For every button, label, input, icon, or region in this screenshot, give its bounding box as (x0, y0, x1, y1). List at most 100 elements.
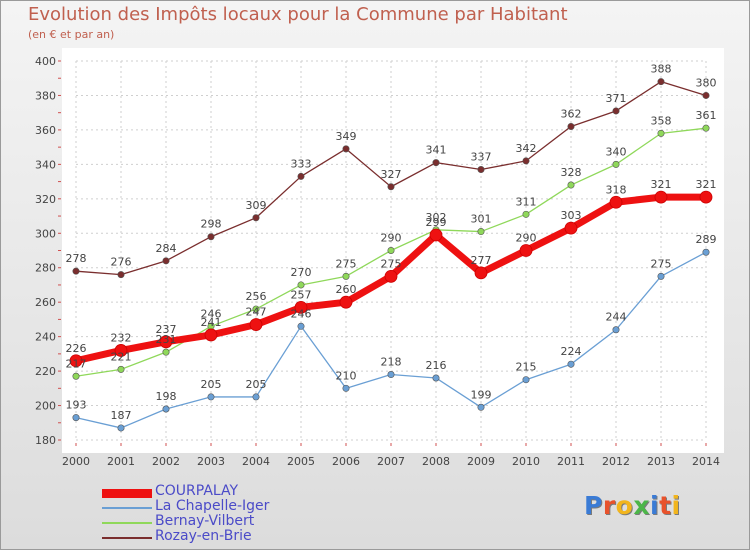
y-tick-label: 320 (35, 193, 56, 206)
data-point-la-chapelle-iger (522, 376, 530, 384)
data-point-rozay-en-brie (342, 145, 350, 153)
data-point-la-chapelle-iger (117, 424, 125, 432)
data-point-la-chapelle-iger (477, 403, 485, 411)
x-tick-label: 2009 (467, 455, 495, 468)
data-point-bernay-vilbert (342, 272, 350, 280)
data-label-rozay-en-brie: 309 (246, 199, 267, 212)
legend-swatch (102, 537, 152, 539)
data-label-courpalay: 232 (111, 331, 132, 344)
data-label-bernay-vilbert: 231 (156, 333, 177, 346)
data-label-la-chapelle-iger: 224 (561, 345, 582, 358)
data-point-rozay-en-brie (657, 78, 665, 86)
data-label-bernay-vilbert: 358 (651, 114, 672, 127)
data-point-la-chapelle-iger (432, 374, 440, 382)
data-label-bernay-vilbert: 221 (111, 350, 132, 363)
x-tick-label: 2014 (692, 455, 720, 468)
data-point-bernay-vilbert (657, 129, 665, 137)
data-point-la-chapelle-iger (657, 272, 665, 280)
data-point-courpalay (564, 221, 578, 235)
x-tick-label: 2007 (377, 455, 405, 468)
y-tick-label: 360 (35, 124, 56, 137)
x-tick-label: 2004 (242, 455, 270, 468)
data-label-bernay-vilbert: 275 (336, 257, 357, 270)
data-point-courpalay (249, 318, 263, 331)
data-point-bernay-vilbert (162, 348, 170, 356)
data-point-rozay-en-brie (207, 233, 215, 241)
data-point-courpalay (429, 228, 443, 242)
y-tick-label: 200 (35, 400, 56, 413)
data-label-bernay-vilbert: 302 (426, 211, 447, 224)
data-label-courpalay: 318 (606, 183, 627, 196)
x-tick-label: 2006 (332, 455, 360, 468)
logo-letter: r (602, 491, 616, 520)
x-tick-label: 2012 (602, 455, 630, 468)
data-label-rozay-en-brie: 371 (606, 92, 627, 105)
data-point-courpalay (159, 335, 173, 349)
data-point-rozay-en-brie (117, 271, 125, 279)
data-label-bernay-vilbert: 361 (696, 109, 717, 122)
data-label-courpalay: 241 (201, 316, 222, 329)
chart-title: Evolution des Impôts locaux pour la Comm… (28, 4, 568, 25)
data-label-la-chapelle-iger: 205 (246, 378, 267, 391)
y-tick-label: 380 (35, 89, 56, 102)
x-tick-label: 2013 (647, 455, 675, 468)
x-tick-label: 2008 (422, 455, 450, 468)
chart-subtitle: (en € et par an) (28, 28, 115, 41)
legend-item: La Chapelle-Iger (102, 498, 362, 516)
data-label-courpalay: 277 (471, 254, 492, 267)
data-point-la-chapelle-iger (207, 393, 215, 401)
logo-letter: o (615, 491, 634, 520)
data-point-bernay-vilbert (612, 160, 620, 168)
data-point-la-chapelle-iger (252, 393, 260, 401)
data-point-courpalay (114, 344, 128, 357)
legend-label: La Chapelle-Iger (155, 498, 270, 514)
data-label-courpalay: 321 (651, 178, 672, 191)
data-point-rozay-en-brie (702, 91, 710, 99)
logo-letter: i (650, 491, 660, 520)
data-point-rozay-en-brie (72, 267, 80, 275)
x-tick-label: 2010 (512, 455, 540, 468)
x-tick-label: 2001 (107, 455, 135, 468)
data-point-la-chapelle-iger (162, 405, 170, 413)
y-tick-label: 400 (35, 55, 56, 68)
data-point-bernay-vilbert (72, 372, 80, 380)
data-label-courpalay: 260 (336, 283, 357, 296)
data-point-bernay-vilbert (387, 247, 395, 255)
data-label-rozay-en-brie: 362 (561, 107, 582, 120)
x-tick-label: 2011 (557, 455, 585, 468)
x-tick-label: 2002 (152, 455, 180, 468)
data-label-la-chapelle-iger: 246 (291, 307, 312, 320)
data-point-rozay-en-brie (297, 172, 305, 180)
data-point-la-chapelle-iger (72, 414, 80, 422)
data-label-courpalay: 237 (156, 323, 177, 336)
data-point-bernay-vilbert (477, 228, 485, 236)
data-label-la-chapelle-iger: 275 (651, 257, 672, 270)
data-label-la-chapelle-iger: 216 (426, 359, 447, 372)
data-point-courpalay (69, 354, 83, 368)
data-label-la-chapelle-iger: 244 (606, 311, 627, 324)
data-point-courpalay (519, 244, 533, 257)
data-point-la-chapelle-iger (567, 360, 575, 368)
legend-item: Bernay-Vilbert (102, 513, 362, 531)
data-label-rozay-en-brie: 276 (111, 256, 132, 269)
data-label-rozay-en-brie: 284 (156, 242, 177, 255)
data-point-la-chapelle-iger (297, 322, 305, 330)
data-label-courpalay: 321 (696, 178, 717, 191)
data-point-courpalay (204, 328, 218, 342)
data-point-courpalay (294, 300, 308, 314)
data-label-bernay-vilbert: 340 (606, 145, 627, 158)
y-tick-label: 220 (35, 365, 56, 378)
legend-label: COURPALAY (155, 483, 239, 499)
legend-label: Bernay-Vilbert (155, 513, 255, 529)
x-tick-label: 2003 (197, 455, 225, 468)
data-point-courpalay (339, 295, 353, 309)
data-label-la-chapelle-iger: 193 (66, 399, 87, 412)
data-label-rozay-en-brie: 333 (291, 157, 312, 170)
legend-swatch (102, 522, 152, 524)
data-label-bernay-vilbert: 301 (471, 213, 492, 226)
data-label-la-chapelle-iger: 198 (156, 390, 177, 403)
data-point-la-chapelle-iger (612, 326, 620, 334)
legend-swatch (102, 507, 152, 509)
data-point-bernay-vilbert (252, 305, 260, 313)
data-label-courpalay: 275 (381, 257, 402, 270)
